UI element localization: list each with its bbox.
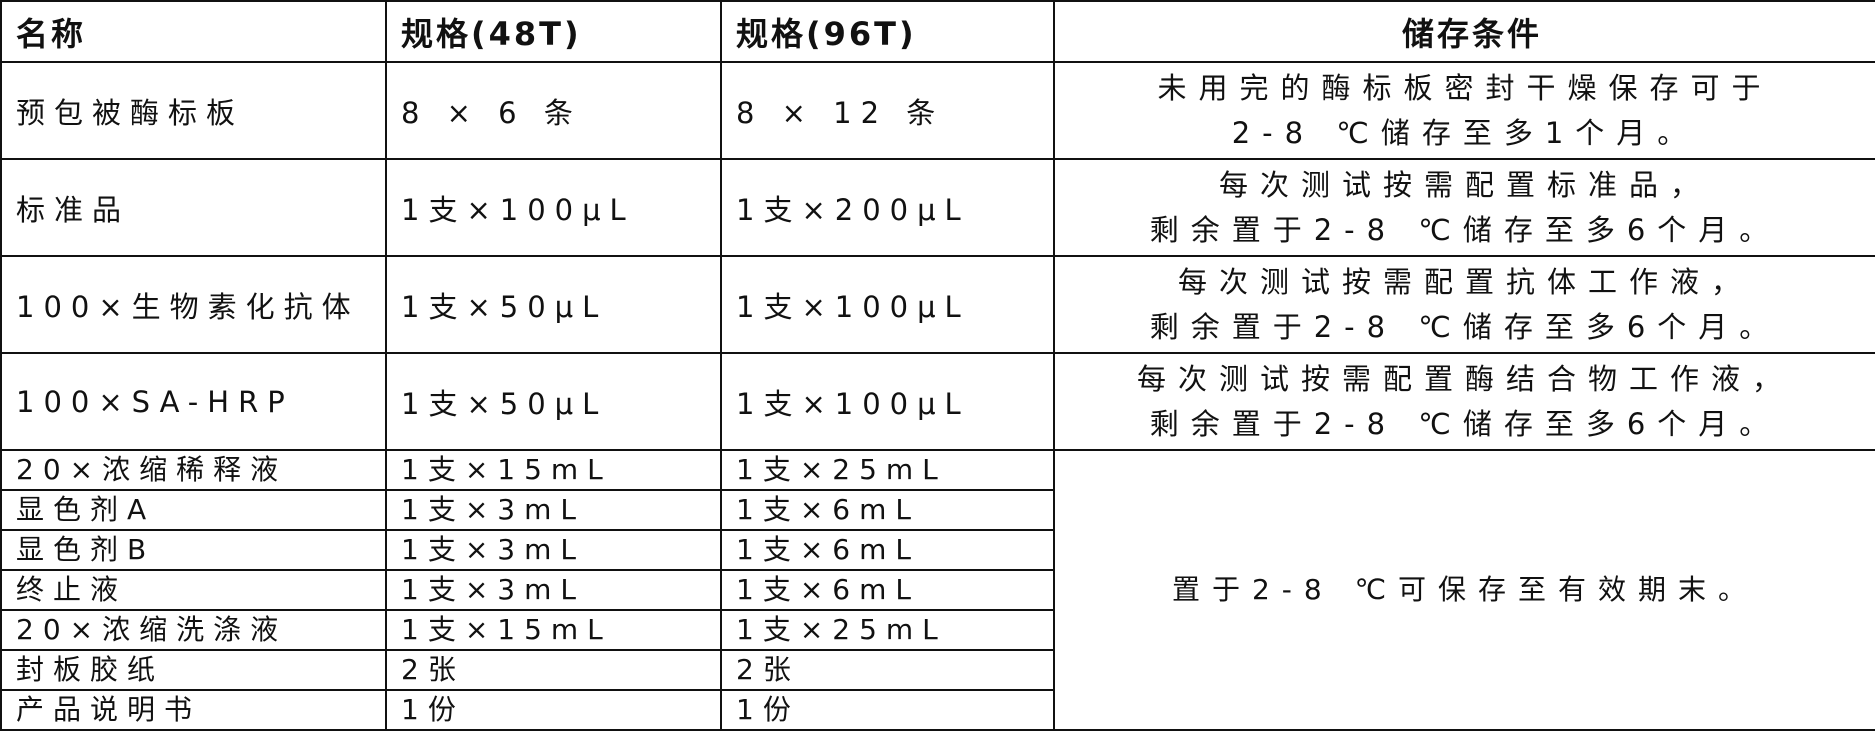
component-name: 100×SA-HRP	[0, 352, 387, 451]
storage-line: 未用完的酶标板密封干燥保存可于	[1157, 70, 1773, 105]
spec-96t: 1支×6mL	[720, 569, 1055, 611]
component-name: 封板胶纸	[0, 649, 387, 691]
storage-line: 2-8 ℃储存至多1个月。	[1231, 115, 1699, 150]
component-name: 20×浓缩稀释液	[0, 449, 387, 491]
storage-line: 剩余置于2-8 ℃储存至多6个月。	[1149, 309, 1781, 344]
table-row: 20×浓缩稀释液 1支×15mL 1支×25mL 置于2-8 ℃可保存至有效期末…	[0, 449, 1875, 731]
table-row: 标准品 1支×100μL 1支×200μL 每次测试按需配置标准品， 剩余置于2-…	[0, 158, 1875, 257]
spec-48t: 1支×3mL	[385, 529, 722, 571]
shared-storage-condition: 置于2-8 ℃可保存至有效期末。	[1053, 449, 1875, 731]
header-spec-48t: 规格(48T)	[385, 0, 722, 63]
storage-line: 剩余置于2-8 ℃储存至多6个月。	[1149, 212, 1781, 247]
table-row: 封板胶纸 2张 2张	[0, 649, 1875, 691]
spec-96t: 2张	[720, 649, 1055, 691]
spec-96t: 1支×25mL	[720, 609, 1055, 651]
storage-line: 每次测试按需配置抗体工作液，	[1177, 264, 1752, 299]
spec-96t: 1支×6mL	[720, 529, 1055, 571]
component-name: 产品说明书	[0, 689, 387, 731]
storage-condition: 每次测试按需配置标准品， 剩余置于2-8 ℃储存至多6个月。	[1053, 158, 1875, 257]
table-row: 显色剂B 1支×3mL 1支×6mL	[0, 529, 1875, 571]
spec-48t: 1支×100μL	[385, 158, 722, 257]
component-name: 预包被酶标板	[0, 61, 387, 160]
spec-96t: 8 × 12 条	[720, 61, 1055, 160]
spec-48t: 1支×15mL	[385, 449, 722, 491]
table-row: 显色剂A 1支×3mL 1支×6mL	[0, 489, 1875, 531]
storage-condition: 每次测试按需配置酶结合物工作液， 剩余置于2-8 ℃储存至多6个月。	[1053, 352, 1875, 451]
table-row: 20×浓缩洗涤液 1支×15mL 1支×25mL	[0, 609, 1875, 651]
table-row: 终止液 1支×3mL 1支×6mL	[0, 569, 1875, 611]
storage-condition: 未用完的酶标板密封干燥保存可于 2-8 ℃储存至多1个月。	[1053, 61, 1875, 160]
spec-48t: 1支×3mL	[385, 569, 722, 611]
kit-components-table: 名称 规格(48T) 规格(96T) 储存条件 预包被酶标板 8 × 6 条 8…	[0, 0, 1875, 731]
table-row: 100×SA-HRP 1支×50μL 1支×100μL 每次测试按需配置酶结合物…	[0, 352, 1875, 451]
component-name: 标准品	[0, 158, 387, 257]
component-name: 显色剂A	[0, 489, 387, 531]
component-name: 20×浓缩洗涤液	[0, 609, 387, 651]
spec-96t: 1支×6mL	[720, 489, 1055, 531]
spec-48t: 1支×15mL	[385, 609, 722, 651]
table-row: 产品说明书 1份 1份	[0, 689, 1875, 731]
header-row: 名称 规格(48T) 规格(96T) 储存条件	[0, 0, 1875, 63]
spec-48t: 1支×3mL	[385, 489, 722, 531]
header-spec-96t: 规格(96T)	[720, 0, 1055, 63]
storage-line: 剩余置于2-8 ℃储存至多6个月。	[1149, 406, 1781, 441]
spec-96t: 1支×100μL	[720, 255, 1055, 354]
spec-48t: 1支×50μL	[385, 352, 722, 451]
component-name: 显色剂B	[0, 529, 387, 571]
component-name: 100×生物素化抗体	[0, 255, 387, 354]
storage-line: 每次测试按需配置标准品，	[1218, 167, 1711, 202]
spec-48t: 8 × 6 条	[385, 61, 722, 160]
storage-line: 每次测试按需配置酶结合物工作液，	[1136, 361, 1793, 396]
spec-96t: 1支×100μL	[720, 352, 1055, 451]
header-storage: 储存条件	[1053, 0, 1875, 63]
table-row: 100×生物素化抗体 1支×50μL 1支×100μL 每次测试按需配置抗体工作…	[0, 255, 1875, 354]
spec-96t: 1支×25mL	[720, 449, 1055, 491]
table-row: 预包被酶标板 8 × 6 条 8 × 12 条 未用完的酶标板密封干燥保存可于 2…	[0, 61, 1875, 160]
spec-48t: 2张	[385, 649, 722, 691]
spec-96t: 1支×200μL	[720, 158, 1055, 257]
spec-96t: 1份	[720, 689, 1055, 731]
spec-48t: 1支×50μL	[385, 255, 722, 354]
storage-condition: 每次测试按需配置抗体工作液， 剩余置于2-8 ℃储存至多6个月。	[1053, 255, 1875, 354]
component-name: 终止液	[0, 569, 387, 611]
header-name: 名称	[0, 0, 387, 63]
spec-48t: 1份	[385, 689, 722, 731]
